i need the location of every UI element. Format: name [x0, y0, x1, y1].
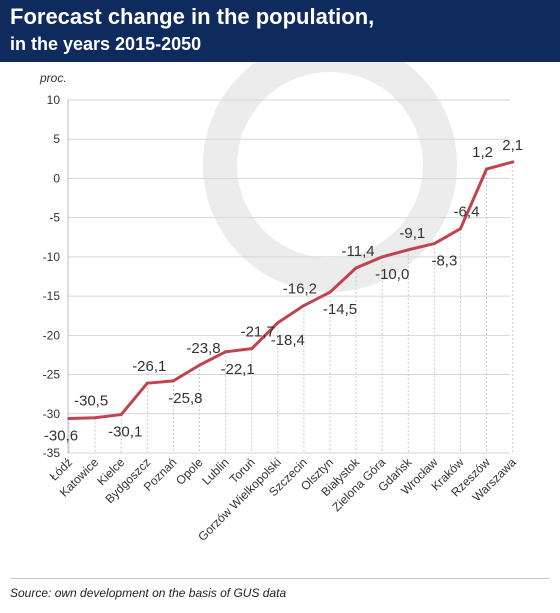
data-point	[250, 347, 254, 351]
data-label: -11,4	[342, 243, 375, 260]
data-point	[119, 413, 123, 417]
data-point	[354, 266, 358, 270]
x-tick-label: Opole	[173, 455, 206, 488]
chart-subtitle: in the years 2015-2050	[10, 34, 202, 54]
population-change-line-chart: 10 5 0 -5 -10 -15 -20 -25 -30 -35 proc. -30,6 -30,5…	[39, 62, 523, 544]
data-label: -6,4	[454, 204, 480, 221]
y-tick-label: -5	[49, 211, 60, 225]
data-point	[328, 290, 332, 294]
y-tick-label: -35	[43, 446, 61, 460]
data-label: -18,4	[271, 332, 305, 349]
data-label: 2,1	[502, 137, 523, 154]
data-point	[406, 248, 410, 252]
y-tick-label: 10	[47, 93, 61, 107]
data-labels: -30,6 -30,5-30,1 -26,1-25,8 -23,8-22,1 -21,7…	[44, 137, 523, 445]
y-tick-label: -20	[43, 328, 61, 342]
data-label: -8,3	[431, 253, 457, 270]
source-note: Source: own development on the basis of …	[10, 586, 287, 600]
data-point	[276, 321, 280, 325]
y-axis: 10 5 0 -5 -10 -15 -20 -25 -30 -35 proc.	[39, 71, 69, 460]
x-axis-labels: ŁódźKatowiceKielceBydgoszczPoznańOpoleLu…	[47, 455, 519, 544]
y-tick-label: -30	[43, 407, 61, 421]
footer-divider	[10, 578, 550, 579]
data-label: -23,8	[186, 340, 220, 357]
watermark-ring	[203, 62, 457, 292]
data-point	[224, 350, 228, 354]
data-point	[93, 416, 97, 420]
data-point	[145, 381, 149, 385]
data-label: -14,5	[323, 301, 357, 318]
data-point	[198, 363, 201, 367]
data-label: -9,1	[399, 225, 425, 242]
data-label: -25,8	[168, 390, 202, 407]
watermark-logo	[203, 62, 457, 292]
data-point	[380, 255, 384, 259]
y-tick-label: -15	[43, 289, 61, 303]
data-label: -30,6	[44, 427, 78, 444]
data-point	[171, 379, 175, 383]
data-label: -30,1	[108, 424, 142, 441]
data-label: 1,2	[472, 144, 493, 161]
series-line	[67, 160, 515, 420]
chart-title: Forecast change in the population,	[10, 4, 375, 29]
data-point	[302, 304, 306, 308]
x-tick-label: Lublin	[199, 455, 232, 488]
series-line-path	[67, 160, 515, 420]
data-label: -16,2	[283, 281, 317, 298]
data-point	[511, 160, 515, 164]
grid-lines	[68, 99, 514, 454]
y-tick-label: 0	[53, 171, 60, 185]
y-tick-label: -10	[43, 250, 61, 264]
y-axis-unit: proc.	[39, 71, 67, 85]
data-point	[67, 416, 71, 420]
y-tick-label: 5	[53, 132, 60, 146]
data-label: -21,7	[241, 324, 275, 341]
data-point	[459, 227, 462, 231]
y-tick-label: -25	[43, 368, 61, 382]
data-label: -30,5	[74, 393, 108, 410]
data-point	[432, 242, 436, 246]
data-label: -26,1	[132, 358, 166, 375]
data-point	[485, 167, 489, 171]
data-label: -22,1	[220, 361, 254, 378]
data-label: -10,0	[375, 266, 409, 283]
chart-header: Forecast change in the population, in th…	[0, 0, 560, 62]
